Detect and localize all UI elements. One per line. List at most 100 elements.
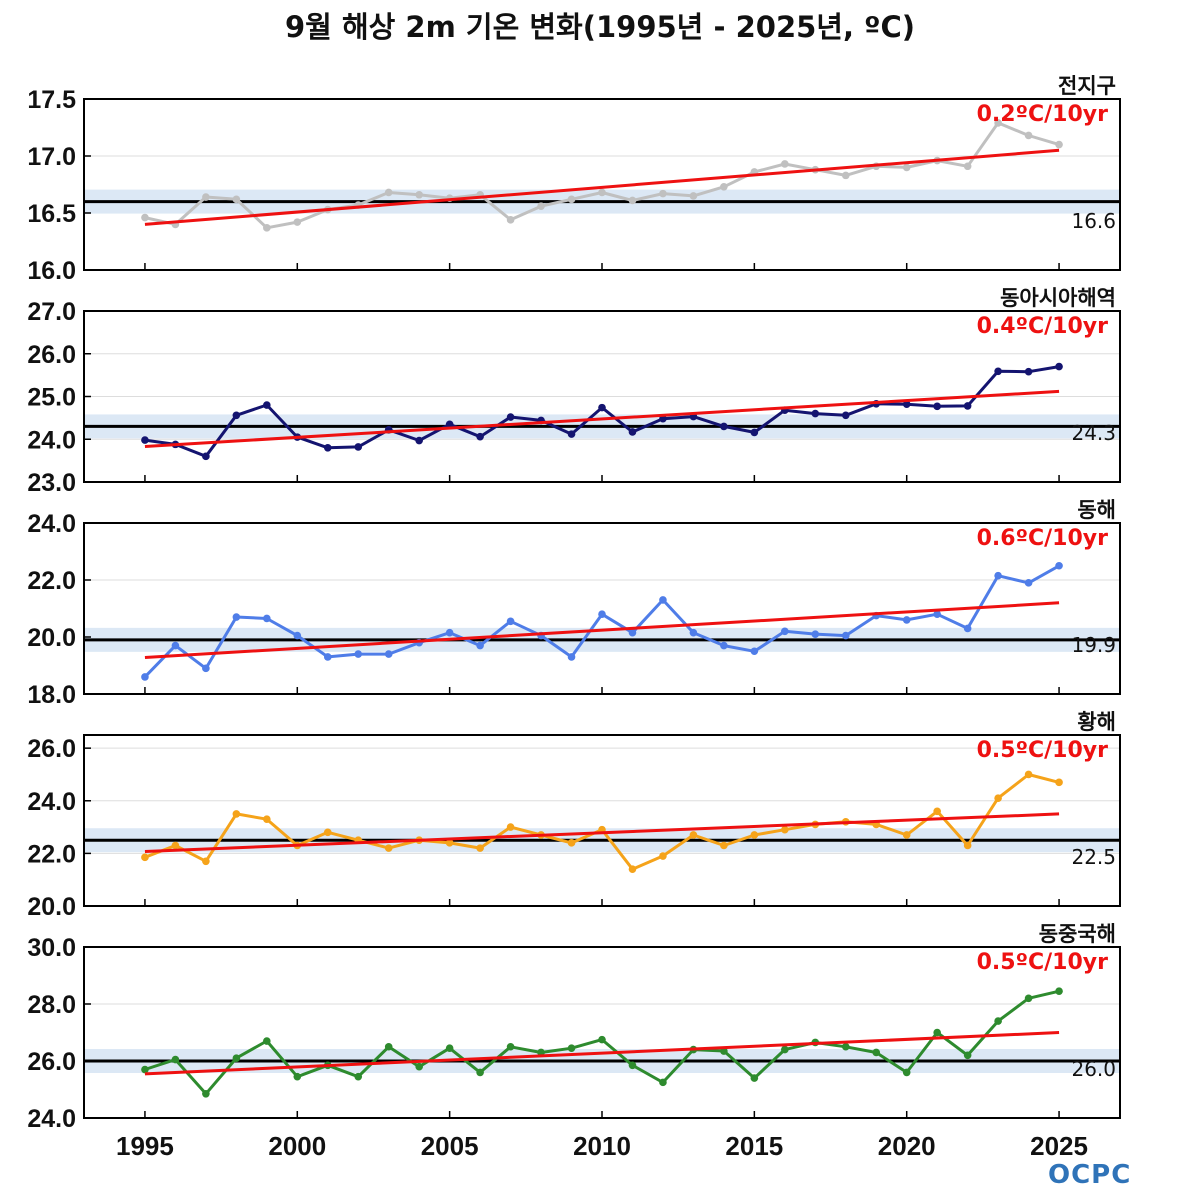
data-point [506,1042,515,1051]
data-point [384,1042,393,1051]
data-point [506,216,515,224]
data-point [902,831,911,839]
y-tick-label: 26.0 [27,341,76,369]
data-point [963,402,972,410]
climatology-value-label: 24.3 [1071,421,1116,445]
data-point [141,436,149,444]
data-point [628,428,637,436]
data-point [202,857,210,866]
climatology-value-label: 16.6 [1071,209,1116,233]
data-point [659,852,667,860]
y-tick-label: 17.5 [27,86,76,114]
series-line [143,564,1060,678]
panel-frame [83,946,1121,1119]
climatology-value-label: 26.0 [1071,1057,1116,1081]
data-point [1024,770,1033,779]
data-point [567,1044,576,1052]
data-point [415,436,423,445]
data-point [902,163,911,172]
data-point [202,452,210,461]
data-point [598,610,606,618]
data-point [445,628,454,637]
data-point [141,213,149,222]
data-point [445,839,454,847]
trend-line [144,812,1060,854]
data-point [841,631,850,640]
region-label: 동중국해 [1039,922,1116,946]
data-point [781,160,789,168]
data-point [567,195,576,204]
data-point [476,844,484,852]
data-point [384,844,393,852]
y-tick-label: 26.0 [27,1048,76,1076]
data-point [1024,994,1033,1003]
data-point [323,653,332,661]
data-point [1055,140,1063,149]
trend-line [144,601,1060,660]
data-point [384,188,393,197]
data-point [933,1028,941,1037]
region-label: 동아시아해역 [1000,286,1116,310]
data-point [263,1037,271,1045]
x-tick-label: 2000 [268,1131,326,1161]
data-point [202,193,210,201]
data-point [567,839,576,847]
data-point [841,1042,850,1051]
data-point [994,1017,1002,1025]
data-point [872,1048,881,1057]
data-point [689,192,698,200]
data-point [811,630,820,638]
data-point [720,841,728,850]
data-point [659,1078,667,1087]
data-point [750,428,759,437]
data-point [567,430,576,438]
data-point [902,1068,911,1077]
data-point [263,224,271,232]
data-point [1055,778,1063,787]
x-tick-label: 2005 [421,1131,479,1161]
y-tick-label: 23.0 [27,469,76,497]
data-point [933,402,941,411]
x-tick-label: 2010 [573,1131,631,1161]
climatology-value-label: 22.5 [1071,845,1116,869]
data-point [994,119,1002,127]
data-point [902,616,911,624]
data-point [841,411,850,420]
ocpc-logo: OCPC [1048,1160,1132,1190]
data-point [963,162,972,171]
data-point [323,444,332,452]
data-point [445,1044,454,1052]
data-point [141,853,149,862]
y-tick-label: 16.5 [27,200,76,228]
y-tick-label: 16.0 [27,257,76,285]
climatology-value-label: 19.9 [1071,633,1116,657]
data-point [628,628,637,637]
data-point [994,571,1002,580]
data-point [537,202,545,210]
data-point [506,413,515,421]
data-point [506,617,515,626]
panel-3: 20.0 22.0 24.0 26.0 황해 0.5ºC/10yr 22.5 [27,710,1121,921]
data-point [750,1074,759,1082]
data-point [445,420,454,429]
data-point [659,189,667,198]
data-point [567,653,576,661]
panel-1: 23.0 24.0 25.0 26.0 27.0 동아시아해역 0.4ºC/10yr 24.3 [27,286,1121,497]
data-point [323,828,332,837]
x-tick-label: 2025 [1030,1131,1088,1161]
data-point [628,1061,637,1070]
data-point [202,1089,210,1098]
data-point [202,664,210,673]
data-point [1055,362,1063,371]
y-tick-label: 24.0 [27,510,76,538]
data-point [994,794,1002,802]
data-point [1024,131,1033,140]
data-point [963,841,972,850]
data-point [141,673,149,681]
data-point [781,627,789,636]
data-point [963,624,972,633]
data-point [628,196,637,205]
region-label: 전지구 [1058,74,1116,98]
y-tick-label: 24.0 [27,1105,76,1133]
